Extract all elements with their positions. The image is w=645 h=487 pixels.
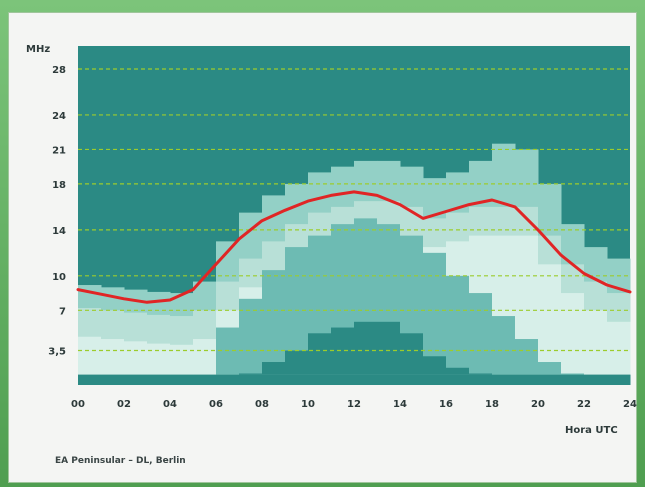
heat-cell	[446, 374, 470, 385]
x-tick-label: 12	[347, 399, 361, 410]
heat-cell	[538, 362, 562, 375]
heat-cell	[331, 327, 355, 375]
heat-cell	[331, 374, 355, 385]
heat-cell	[446, 275, 470, 375]
heat-cell	[377, 321, 401, 375]
heat-cell	[147, 343, 171, 375]
x-tick-label: 22	[577, 399, 591, 410]
x-tick-label: 14	[393, 399, 407, 410]
heat-cell	[423, 374, 447, 385]
heat-cell	[538, 374, 562, 385]
heat-cell	[377, 374, 401, 385]
heat-cell	[354, 321, 378, 375]
y-tick-label: 24	[52, 111, 66, 122]
heat-cell	[239, 373, 263, 375]
y-axis-label: MHz	[26, 44, 50, 55]
x-tick-label: 08	[255, 399, 269, 410]
heat-cell	[400, 333, 424, 375]
heat-cell	[101, 374, 125, 385]
heat-cell	[400, 374, 424, 385]
y-tick-label: 10	[52, 272, 66, 283]
x-tick-label: 02	[117, 399, 131, 410]
heat-cell	[239, 298, 263, 375]
x-tick-labels: 00 02 04 06 08 10 12 14 16 18 20 22 24	[71, 399, 637, 410]
heat-cell	[469, 373, 493, 375]
x-tick-label: 20	[531, 399, 545, 410]
heat-cell	[607, 321, 631, 375]
muf-line	[76, 190, 632, 304]
heat-cell	[124, 374, 148, 385]
heat-cell	[262, 362, 286, 375]
x-tick-label: 24	[623, 399, 637, 410]
x-tick-label: 00	[71, 399, 85, 410]
heat-cell	[285, 374, 309, 385]
y-tick-label: 28	[52, 65, 66, 76]
y-tick-label: 14	[52, 226, 66, 237]
heat-cell	[423, 356, 447, 375]
heat-cell	[308, 333, 332, 375]
x-tick-label: 04	[163, 399, 177, 410]
heat-cell	[561, 373, 585, 375]
heat-cell	[492, 316, 516, 375]
heat-cell	[538, 264, 562, 375]
heat-cell	[239, 374, 263, 385]
heat-cell	[515, 374, 539, 385]
heat-cell	[170, 374, 194, 385]
heat-cell	[101, 339, 125, 375]
y-tick-labels: 28 24 21 18 14 10 7 3,5	[48, 65, 66, 358]
heat-cell	[607, 374, 631, 385]
y-tick-label: 7	[59, 306, 66, 317]
muf-series-line	[76, 190, 632, 304]
heat-cell	[561, 374, 585, 385]
heat-cell	[492, 374, 516, 385]
y-tick-label: 21	[52, 145, 66, 156]
x-tick-label: 18	[485, 399, 499, 410]
grid-lines	[78, 68, 630, 352]
heat-cell	[515, 339, 539, 375]
heat-cell	[193, 374, 217, 385]
heat-cell	[354, 374, 378, 385]
heat-cell	[193, 339, 217, 375]
heat-cell	[262, 270, 286, 375]
heat-cell	[561, 293, 585, 375]
heat-cell	[170, 344, 194, 375]
heatmap-cells	[78, 46, 631, 385]
y-tick-label: 18	[52, 180, 66, 191]
heat-cell	[469, 374, 493, 385]
heat-cell	[216, 374, 240, 385]
heat-cell	[308, 374, 332, 385]
x-tick-label: 16	[439, 399, 453, 410]
heat-cell	[147, 374, 171, 385]
heat-cell	[124, 341, 148, 375]
heat-cell	[262, 374, 286, 385]
heat-cell	[423, 252, 447, 375]
heat-cell	[469, 293, 493, 375]
heat-cell	[285, 350, 309, 375]
x-tick-label: 10	[301, 399, 315, 410]
heat-cell	[78, 336, 102, 375]
heat-cell	[584, 374, 608, 385]
heat-cell	[584, 310, 608, 375]
heat-cell	[78, 374, 102, 385]
x-axis-label: Hora UTC	[565, 425, 618, 436]
caption: EA Peninsular – DL, Berlin	[55, 456, 186, 466]
y-tick-label: 3,5	[48, 347, 66, 358]
x-tick-label: 06	[209, 399, 223, 410]
heat-cell	[446, 367, 470, 375]
